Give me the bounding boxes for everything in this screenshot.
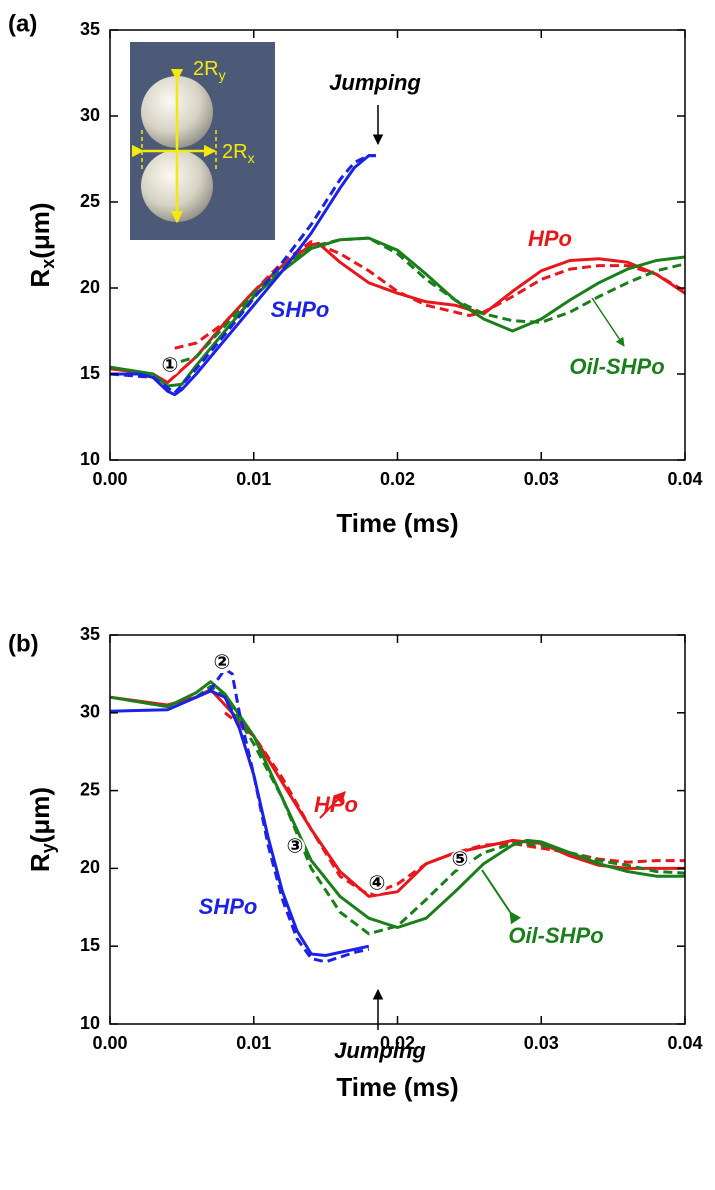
x-axis-label: Time (ms) bbox=[336, 1072, 458, 1102]
x-tick-label: 0.04 bbox=[667, 1033, 702, 1053]
y-tick-label: 30 bbox=[80, 105, 100, 125]
inset-label: 2Ry bbox=[193, 58, 226, 82]
annotation: ③ bbox=[287, 834, 304, 858]
annotation-circle bbox=[285, 837, 305, 857]
data-line bbox=[224, 711, 685, 897]
x-tick-label: 0.00 bbox=[92, 1033, 127, 1053]
annotation-circle bbox=[212, 653, 232, 673]
y-tick-label: 35 bbox=[80, 19, 100, 39]
annotation: SHPo bbox=[271, 297, 330, 322]
y-axis-label-part: (μm) bbox=[25, 787, 55, 843]
data-line bbox=[109, 154, 376, 395]
annotation: ① bbox=[162, 353, 179, 377]
y-tick-label: 10 bbox=[80, 1013, 100, 1033]
annotation-circle bbox=[450, 850, 470, 870]
x-tick-label: 0.01 bbox=[236, 1033, 271, 1053]
annotation: Jumping bbox=[329, 70, 421, 95]
inset-image: 2Ry 2Rx bbox=[130, 42, 275, 240]
y-tick-label: 20 bbox=[80, 857, 100, 877]
inset-label: 2Rx bbox=[222, 141, 255, 165]
x-tick-label: 0.02 bbox=[380, 1033, 415, 1053]
data-line bbox=[195, 684, 686, 936]
x-tick-label: 0.02 bbox=[380, 469, 415, 489]
data-line bbox=[109, 688, 685, 898]
annotation-circle bbox=[367, 874, 387, 894]
annotation: Jumping bbox=[334, 1038, 426, 1063]
x-axis-label: Time (ms) bbox=[336, 508, 458, 538]
y-axis-label: Ry(μm) bbox=[25, 787, 58, 872]
data-line bbox=[109, 241, 686, 385]
annotation: ② bbox=[214, 650, 231, 674]
y-tick-label: 15 bbox=[80, 363, 100, 383]
y-tick-label: 15 bbox=[80, 935, 100, 955]
y-tick-label: 25 bbox=[80, 191, 100, 211]
y-tick-label: 30 bbox=[80, 702, 100, 722]
data-line bbox=[167, 236, 686, 367]
annotation: SHPo bbox=[199, 894, 258, 919]
y-axis-label-part: (μm) bbox=[25, 202, 55, 258]
y-tick-label: 10 bbox=[80, 449, 100, 469]
x-tick-label: 0.03 bbox=[524, 1033, 559, 1053]
annotation: Oil-SHPo bbox=[508, 923, 603, 948]
y-tick-label: 35 bbox=[80, 624, 100, 644]
y-tick-label: 25 bbox=[80, 779, 100, 799]
y-axis-label-part: R bbox=[25, 269, 55, 288]
y-axis-label: Rx(μm) bbox=[25, 202, 58, 287]
x-tick-label: 0.01 bbox=[236, 469, 271, 489]
y-axis-label-sub: y bbox=[38, 843, 58, 853]
annotation: ⑤ bbox=[452, 847, 469, 871]
annotation: ④ bbox=[369, 871, 386, 895]
y-axis-label-sub: x bbox=[38, 259, 58, 269]
x-tick-label: 0.03 bbox=[524, 469, 559, 489]
x-tick-label: 0.00 bbox=[92, 469, 127, 489]
annotation: Oil-SHPo bbox=[569, 354, 664, 379]
annotation: HPo bbox=[528, 226, 572, 251]
panel-label: (b) bbox=[8, 630, 39, 657]
panel-label: (a) bbox=[8, 10, 37, 37]
data-line bbox=[174, 240, 686, 350]
annotation: HPo bbox=[314, 792, 358, 817]
annotation-circle bbox=[160, 356, 180, 376]
x-tick-label: 0.04 bbox=[667, 469, 702, 489]
y-tick-label: 20 bbox=[80, 277, 100, 297]
y-axis-label-part: R bbox=[25, 853, 55, 872]
